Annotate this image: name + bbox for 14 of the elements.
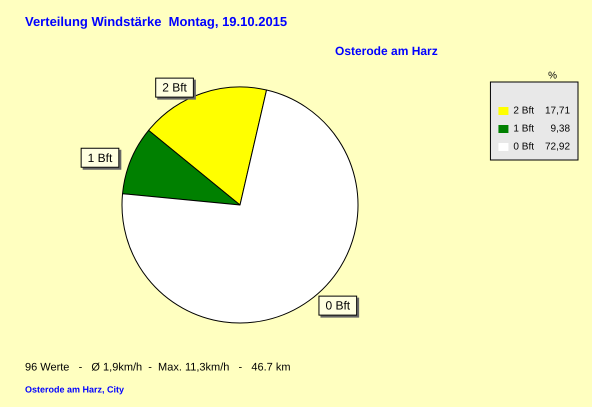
text: Osterode am Harz, City bbox=[25, 384, 124, 394]
legend-label: 2 Bft bbox=[513, 106, 534, 116]
chart-title: Verteilung Windstärke Montag, 19.10.2015 bbox=[25, 14, 288, 29]
slice-label: 2 Bft bbox=[162, 80, 188, 95]
slice-label: 1 Bft bbox=[88, 150, 113, 165]
chart-subtitle: Osterode am Harz bbox=[335, 44, 438, 58]
legend-label: 1 Bft bbox=[513, 124, 534, 134]
slice-label: 0 Bft bbox=[325, 298, 351, 313]
legend-title: % bbox=[548, 70, 558, 82]
text: 96 Werte - Ø 1,9km/h - Max. 11,3km/h - 46.7 km bbox=[25, 362, 291, 374]
data-label: 72,92 bbox=[544, 142, 570, 152]
data-label: 17,71 bbox=[544, 106, 570, 116]
legend-label: 0 Bft bbox=[513, 142, 534, 152]
data-label: 9,38 bbox=[550, 124, 570, 134]
